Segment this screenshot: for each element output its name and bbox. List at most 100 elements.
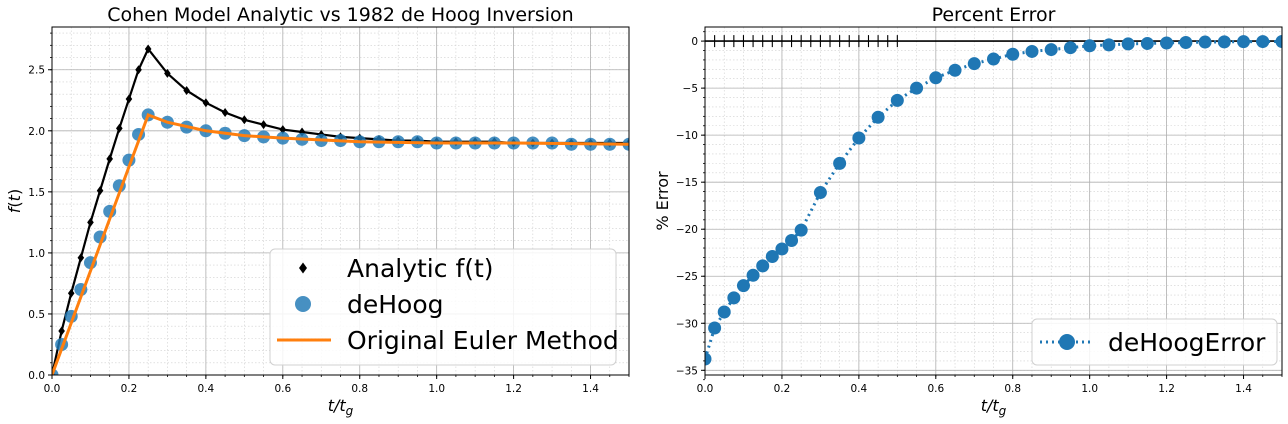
y-tick-label: 0.5 (28, 309, 45, 321)
y-tick-label: 2.0 (28, 126, 45, 138)
series-line-euler (52, 112, 629, 375)
chart-title: Cohen Model Analytic vs 1982 de Hoog Inv… (107, 4, 573, 26)
data-point-dehoog-error (1083, 39, 1097, 53)
data-point-dehoog-error (794, 223, 808, 237)
data-point-dehoog-error (1256, 35, 1270, 49)
data-point-dehoog-error (727, 291, 741, 305)
x-tick-label: 0.6 (274, 383, 291, 395)
data-point-analytic (202, 98, 210, 108)
legend-box (269, 248, 617, 366)
y-axis-label: % Error (653, 171, 672, 231)
y-tick-label: 2.5 (28, 65, 45, 77)
data-point-dehoog-error (1025, 44, 1039, 58)
legend-marker-dehoog-error (1059, 334, 1075, 350)
legend-label-euler: Original Euler Method (347, 326, 619, 355)
data-point-analytic (96, 186, 104, 196)
legend-label-analytic: Analytic f(t) (347, 254, 494, 283)
data-point-dehoog-error (1275, 34, 1282, 48)
data-point-analytic (241, 115, 248, 125)
data-point-dehoog-error (756, 259, 770, 273)
legend-label-dehoog-error: deHoogError (1108, 328, 1266, 357)
data-point-dehoog-error (987, 52, 1000, 66)
data-point-dehoog-error (1044, 43, 1058, 57)
data-point-dehoog-error (929, 71, 943, 85)
data-point-dehoog-error (833, 156, 847, 170)
data-point-analytic (135, 65, 142, 75)
data-point-analytic (87, 217, 94, 227)
y-tick-label: 0 (691, 36, 698, 48)
data-point-dehoog-error (1160, 36, 1174, 50)
y-tick-label: 0.0 (28, 370, 45, 382)
data-point-dehoog-error (890, 93, 904, 107)
x-tick-label: 0.8 (1004, 383, 1021, 395)
data-point-dehoog-error (1217, 35, 1231, 49)
data-point-dehoog-error (1063, 41, 1077, 55)
y-tick-label: −25 (676, 271, 698, 283)
legend-box (1031, 318, 1278, 366)
chart-analytic-vs-dehoog: 0.0 0.2 0.4 0.6 0.8 1.0 1.2 1.4 0.0 0.5 1.0 1.5 2.0 2… (5, 4, 630, 418)
chart-title: Percent Error (932, 4, 1056, 26)
data-point-analytic (58, 326, 65, 336)
x-tick-label: 0.6 (927, 383, 944, 395)
y-tick-label: −35 (676, 365, 698, 377)
data-point-analytic (183, 85, 190, 95)
legend-label-dehoog: deHoog (347, 290, 444, 319)
data-point-analytic (144, 44, 152, 54)
x-tick-label: 0.2 (774, 383, 791, 395)
data-point-dehoog-error (705, 352, 712, 366)
x-tick-label: 1.2 (505, 383, 522, 395)
y-tick-label: −10 (676, 130, 698, 142)
data-point-analytic (164, 68, 171, 78)
y-tick-label: −15 (676, 177, 698, 189)
x-tick-label: 0.4 (198, 383, 215, 395)
data-point-analytic (77, 253, 85, 263)
legend-marker-dehoog (295, 296, 311, 312)
data-point-dehoog-error (736, 279, 750, 293)
legend: Analytic f(t) deHoog Original Euler Method (269, 248, 619, 366)
data-point-dehoog-error (871, 110, 885, 124)
x-tick-label: 0.2 (121, 383, 138, 395)
data-point-dehoog-error (785, 234, 799, 248)
series-layer (705, 34, 1282, 366)
data-point-dehoog-error (708, 321, 722, 335)
data-point-dehoog-error (948, 63, 962, 77)
y-tick-label: 1.5 (28, 187, 45, 199)
legend-marker-analytic (299, 262, 307, 274)
data-point-dehoog-error (765, 249, 779, 263)
data-point-analytic (116, 123, 123, 133)
x-axis-label: t/tg (981, 396, 1007, 418)
data-point-dehoog-error (852, 131, 866, 145)
x-tick-label: 0.0 (697, 383, 714, 395)
chart-percent-error: 0.0 0.2 0.4 0.6 0.8 1.0 1.2 1.4 0 −5 −10 −15 −20 −25 −… (653, 4, 1283, 418)
data-point-dehoog-error (1140, 36, 1154, 50)
data-point-dehoog-error (717, 305, 731, 319)
data-point-dehoog-error (1198, 35, 1212, 49)
y-tick-label: −5 (683, 83, 698, 95)
data-point-dehoog-error (775, 242, 789, 256)
legend: deHoogError (1031, 318, 1278, 366)
data-point-dehoog-error (813, 186, 827, 200)
data-point-analytic (279, 125, 287, 135)
x-tick-label: 1.4 (582, 383, 599, 395)
data-point-analytic (221, 107, 229, 117)
y-tick-label: −30 (676, 318, 698, 330)
data-point-analytic (67, 288, 75, 298)
data-point-dehoog-error (1237, 35, 1251, 49)
data-point-analytic (106, 154, 113, 164)
x-tick-label: 1.0 (428, 383, 445, 395)
data-point-analytic (125, 94, 133, 104)
x-tick-label: 1.2 (1158, 383, 1175, 395)
data-point-dehoog-error (967, 57, 981, 71)
data-point-dehoog-error (1179, 36, 1193, 50)
x-tick-label: 1.4 (1235, 383, 1252, 395)
data-point-dehoog-error (1102, 38, 1116, 52)
series-layer (52, 44, 629, 375)
x-tick-label: 1.0 (1081, 383, 1098, 395)
y-tick-label: 1.0 (28, 248, 45, 260)
data-point-dehoog-error (1006, 47, 1020, 61)
x-tick-label: 0.4 (851, 383, 868, 395)
y-tick-label: −20 (676, 224, 698, 236)
data-point-dehoog-error (746, 268, 760, 282)
x-tick-label: 0.8 (351, 383, 368, 395)
